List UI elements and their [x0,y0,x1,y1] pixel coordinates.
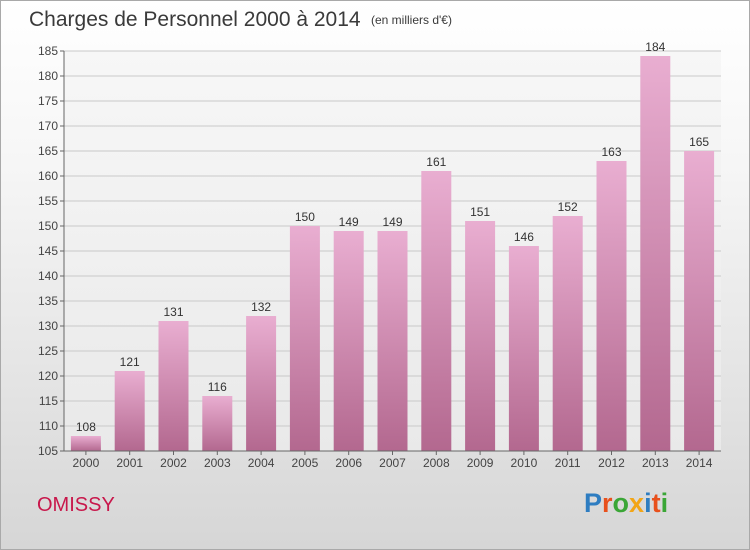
y-tick-label: 170 [38,119,58,133]
logo-letter: i [644,488,652,518]
x-tick-label: 2011 [555,456,581,470]
y-tick-label: 175 [38,94,58,108]
y-tick-label: 155 [38,194,58,208]
bar-value-label: 161 [426,155,446,169]
bar-2003 [202,396,233,451]
bar-value-label: 150 [295,210,315,224]
y-tick-label: 105 [38,444,58,458]
bar-2014 [684,151,715,451]
bar-2004 [246,316,277,451]
bar-2013 [640,56,671,451]
proxiti-logo[interactable]: Proxiti [584,488,668,519]
x-tick-label: 2013 [642,456,669,470]
bar-value-label: 163 [601,145,621,159]
y-tick-label: 130 [38,319,58,333]
chart-subtitle: (en milliers d'€) [371,13,452,27]
y-tick-label: 150 [38,219,58,233]
bar-value-label: 152 [558,200,578,214]
logo-letter: x [629,488,645,518]
y-tick-label: 185 [38,44,58,58]
y-tick-label: 160 [38,169,58,183]
x-tick-label: 2014 [686,456,713,470]
x-axis: 2000 2001 2002 2003 2004 2005 2006 2007 2008 2009… [64,450,721,470]
bar-2011 [552,216,583,451]
logo-letter: o [612,488,630,518]
bar-value-label: 165 [689,135,709,149]
bar-2005 [289,226,320,451]
y-tick-label: 135 [38,294,58,308]
bar-2001 [114,371,145,451]
y-tick-label: 140 [38,269,58,283]
bar-value-label: 108 [76,420,96,434]
x-tick-label: 2009 [467,456,494,470]
x-tick-label: 2007 [379,456,406,470]
bar-2008 [421,171,452,451]
bar-value-label: 131 [163,305,183,319]
bar-value-label: 151 [470,205,490,219]
town-name: OMISSY [37,494,115,516]
x-tick-label: 2012 [598,456,625,470]
x-tick-label: 2003 [204,456,231,470]
x-tick-label: 2010 [511,456,538,470]
logo-letter: i [660,488,669,518]
x-tick-label: 2008 [423,456,450,470]
bar-2012 [596,161,627,451]
bar-2010 [508,246,539,451]
bar-2009 [465,221,496,451]
bar-value-label: 149 [339,215,359,229]
bar-value-label: 116 [208,380,227,394]
x-tick-label: 2004 [248,456,275,470]
x-tick-label: 2005 [292,456,319,470]
x-tick-label: 2006 [335,456,362,470]
y-tick-label: 115 [39,394,58,408]
y-tick-label: 180 [38,69,58,83]
bar-2006 [333,231,364,451]
x-tick-label: 2000 [73,456,100,470]
y-axis: 105 110 115 120 125 130 135 140 145 150 155 160 165 1… [38,44,65,458]
y-tick-label: 125 [38,344,58,358]
bar-value-label: 146 [514,230,534,244]
bar-2002 [158,321,189,451]
x-tick-label: 2001 [116,456,143,470]
logo-letter: r [602,488,613,518]
y-tick-label: 120 [38,369,58,383]
y-tick-label: 145 [38,244,58,258]
bar-value-label: 121 [120,355,140,369]
bar-value-label: 184 [645,40,665,54]
bar-value-label: 149 [382,215,402,229]
bars: 108 121 131 116 132 150 149 149 161 151 146 152 163 1… [70,40,715,451]
y-tick-label: 110 [39,419,58,433]
logo-letter: P [584,488,603,518]
bar-2007 [377,231,408,451]
x-tick-label: 2002 [160,456,187,470]
bar-2000 [70,436,101,451]
y-tick-label: 165 [38,144,58,158]
logo-letter: t [651,488,661,518]
chart-title: Charges de Personnel 2000 à 2014 [29,8,361,31]
bar-value-label: 132 [251,300,271,314]
